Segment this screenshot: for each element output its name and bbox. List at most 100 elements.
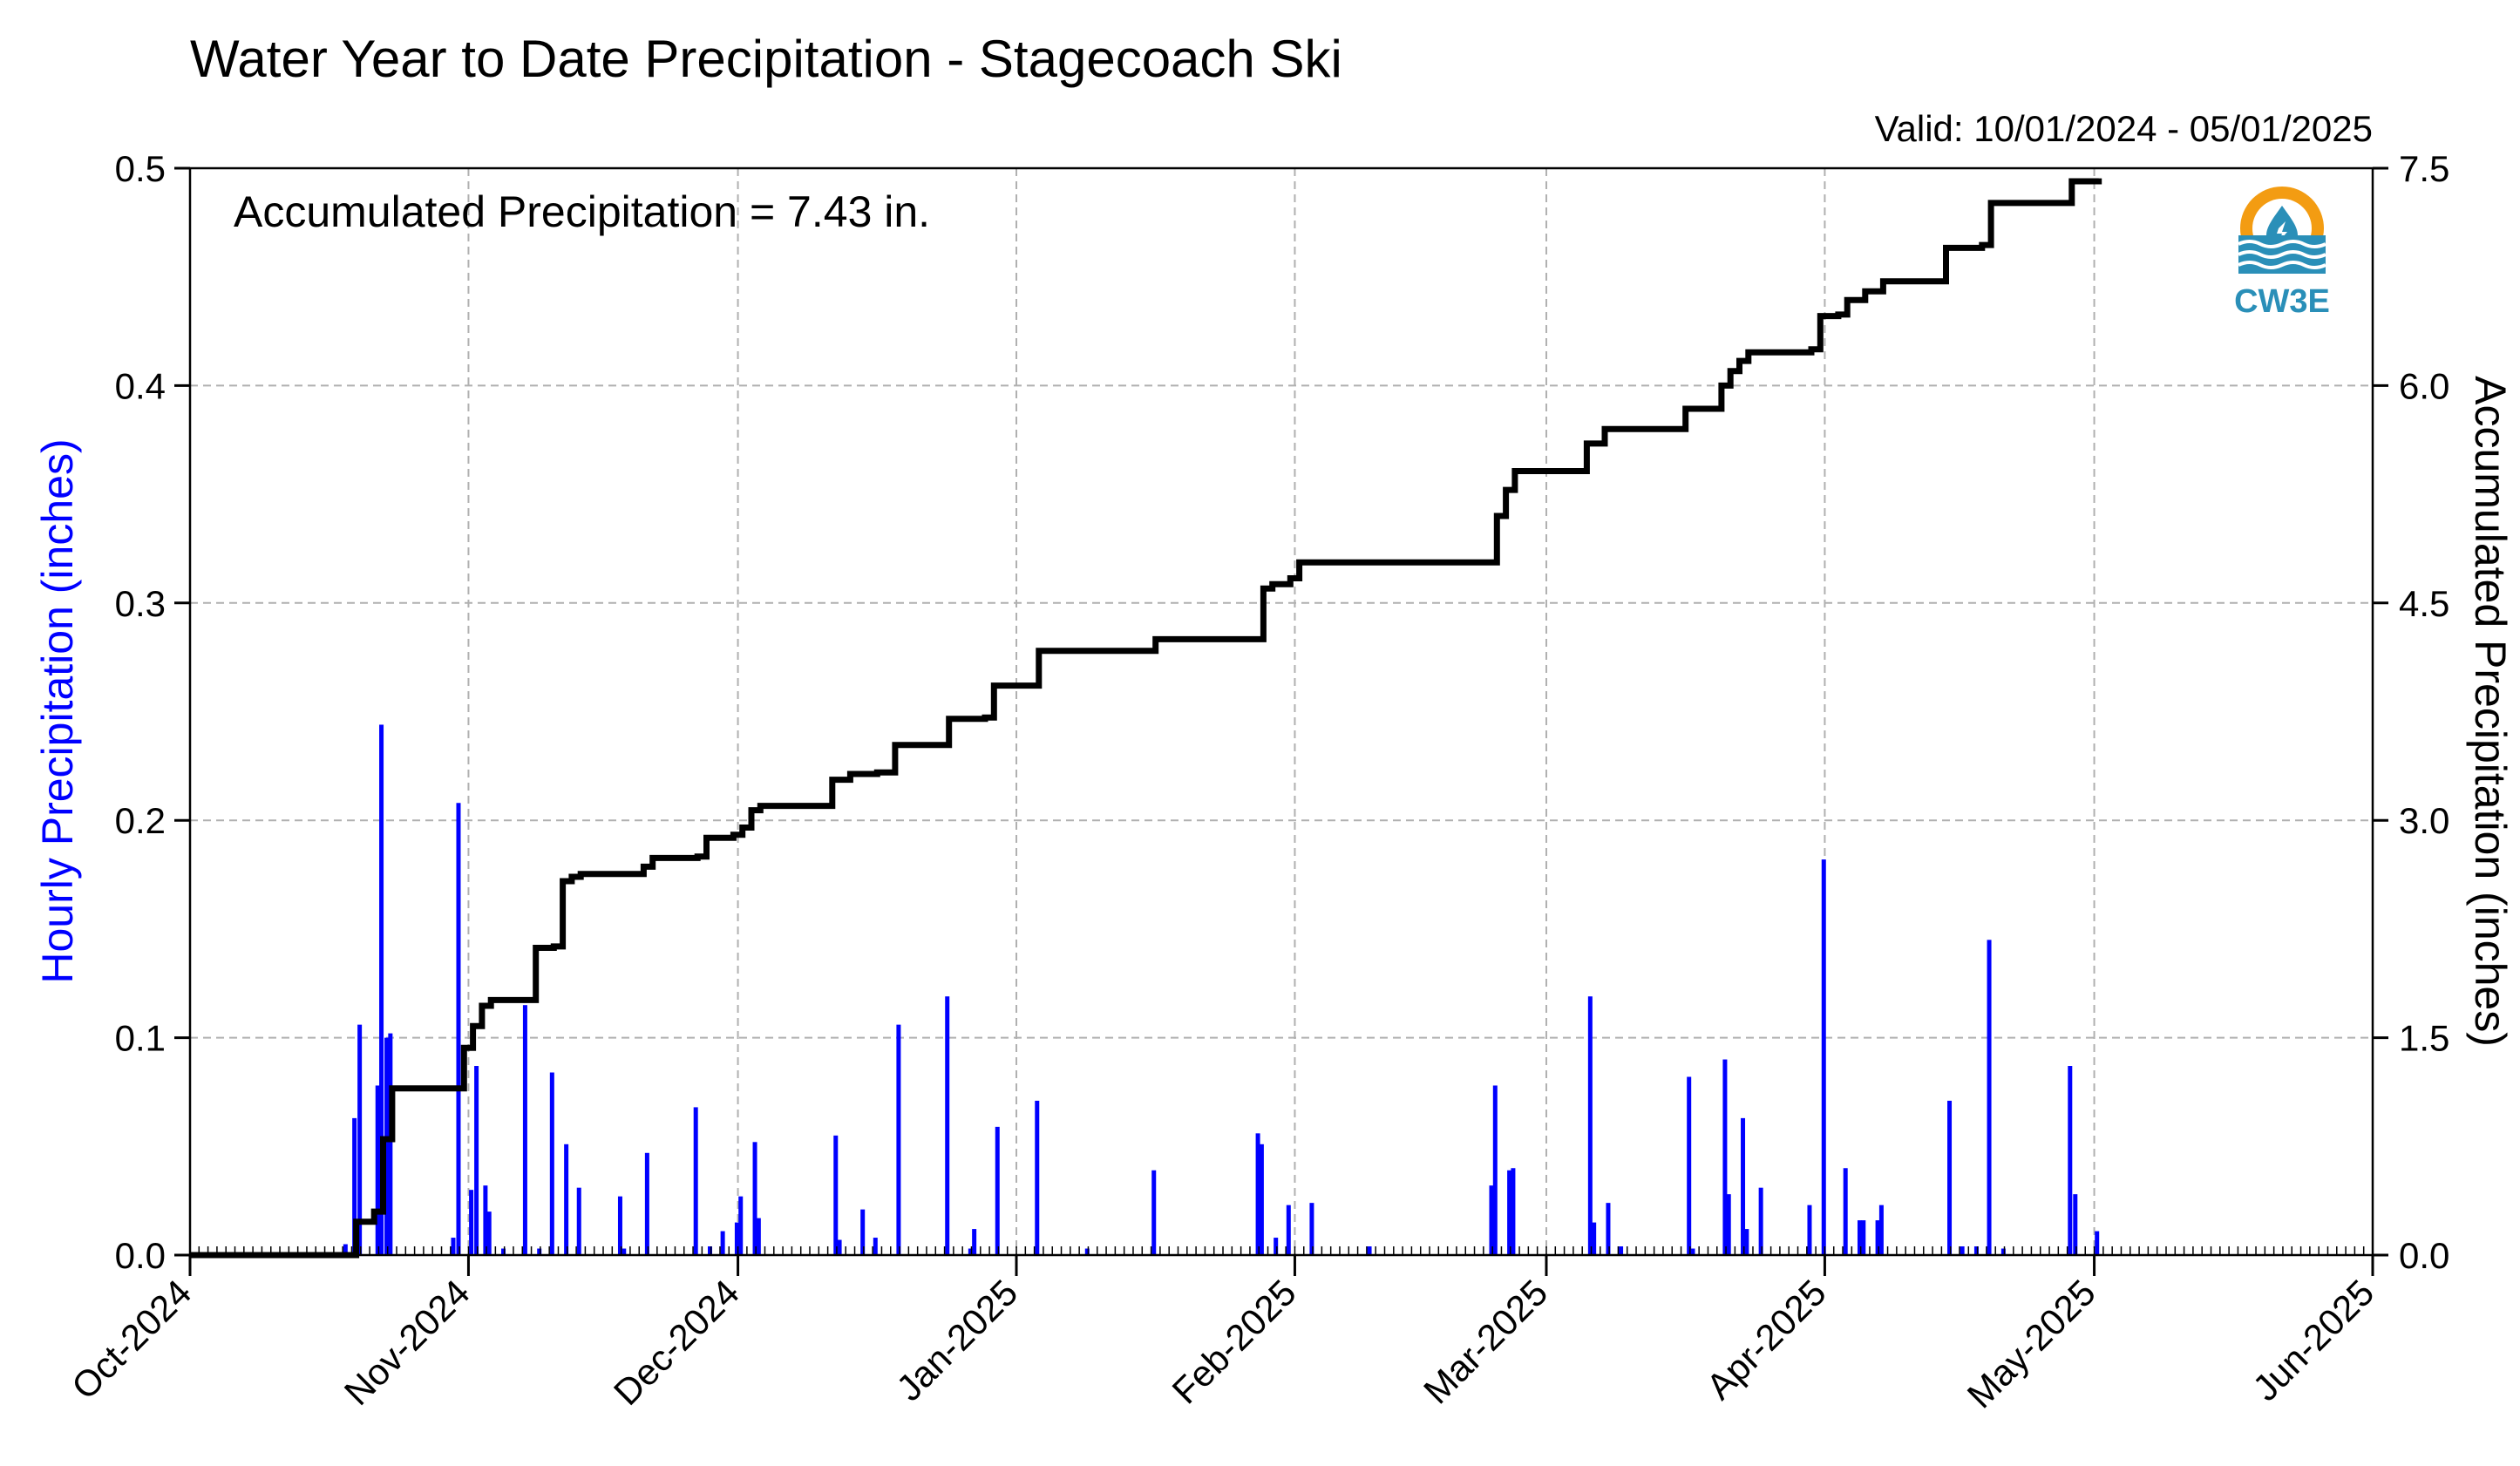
hourly-precip-bar	[1286, 1205, 1291, 1255]
hourly-precip-bar	[1606, 1203, 1611, 1255]
hourly-precip-bar	[1690, 1248, 1695, 1255]
hourly-precip-bar	[622, 1248, 627, 1255]
hourly-precip-bar	[1367, 1246, 1372, 1255]
hourly-precip-bar	[1587, 996, 1593, 1255]
logo-wave-3	[2238, 261, 2326, 269]
hourly-precip-bar	[1857, 1220, 1862, 1255]
hourly-precip-bar	[1878, 1205, 1884, 1255]
hourly-precip-bar	[1741, 1117, 1746, 1255]
hourly-precip-bar	[1821, 859, 1826, 1255]
left-y-axis-label: Hourly Precipitation (inches)	[33, 438, 82, 983]
logo-wave-2	[2238, 250, 2326, 259]
x-tick-label: Mar-2025	[1416, 1272, 1555, 1411]
hourly-precip-bar	[738, 1196, 744, 1255]
hourly-precip-bar	[1492, 1085, 1498, 1255]
logo-text: CW3E	[2234, 283, 2330, 320]
left-y-tick-label: 0.5	[115, 148, 166, 189]
hourly-precip-bar	[474, 1066, 479, 1255]
x-tick-label: Jan-2025	[888, 1272, 1025, 1408]
hourly-precip-bar	[343, 1244, 348, 1255]
left-y-tick-label: 0.4	[115, 365, 166, 406]
x-tick-label: Feb-2025	[1164, 1272, 1303, 1411]
hourly-precip-bar	[1843, 1168, 1848, 1255]
hourly-precip-bar	[756, 1218, 761, 1255]
grid-lines	[190, 168, 2373, 1255]
hourly-precip-bar	[1511, 1168, 1516, 1255]
right-y-axis-ticks: 0.0 1.5 3.0 4.5 6.0 7.5	[2373, 148, 2449, 1276]
hourly-precip-bar	[549, 1072, 554, 1255]
right-y-tick-label: 7.5	[2399, 148, 2449, 189]
hourly-precip-bar	[945, 996, 950, 1255]
hourly-precip-bar	[576, 1187, 581, 1255]
hourly-precip-bar	[1722, 1059, 1728, 1255]
logo-droplet-mark	[2277, 221, 2287, 242]
hourly-precip-bar	[1274, 1238, 1279, 1255]
hourly-precip-bar	[860, 1209, 866, 1255]
hourly-precip-bar	[469, 1190, 474, 1255]
hourly-precip-bar	[2095, 1231, 2100, 1255]
x-tick-label: Jun-2025	[2245, 1272, 2381, 1408]
hourly-precip-bar	[720, 1231, 725, 1255]
x-tick-label: Oct-2024	[64, 1272, 199, 1407]
hourly-precip-bar	[1758, 1187, 1763, 1255]
hourly-precip-bar	[1960, 1246, 1965, 1255]
hourly-precip-bar	[1807, 1205, 1812, 1255]
hourly-precip-bar	[644, 1152, 649, 1255]
hourly-precip-bar	[1687, 1076, 1692, 1255]
right-y-tick-label: 4.5	[2399, 583, 2449, 624]
hourly-precip-bar	[1875, 1220, 1880, 1255]
hourly-precip-bar	[1084, 1248, 1090, 1255]
hourly-precip-bar	[1987, 940, 1992, 1255]
hourly-precip-bar	[388, 1033, 393, 1255]
hourly-precip-bar	[456, 803, 461, 1255]
hourly-precip-bar	[2073, 1194, 2078, 1255]
hourly-precip-bar	[501, 1248, 506, 1255]
hourly-precip-bar	[968, 1248, 973, 1255]
hourly-precip-bar	[1151, 1170, 1157, 1255]
accumulated-precipitation-line	[190, 178, 2102, 1259]
hourly-precip-bar	[995, 1126, 1000, 1255]
hourly-precipitation-bars	[343, 724, 2100, 1255]
right-y-tick-label: 3.0	[2399, 800, 2449, 841]
hourly-precip-bar	[1744, 1229, 1749, 1255]
chart-title: Water Year to Date Precipitation - Stage…	[190, 30, 1342, 88]
hourly-precip-bar	[1947, 1100, 1953, 1255]
hourly-precip-bar	[379, 724, 384, 1255]
hourly-precip-bar	[896, 1024, 901, 1255]
accumulated-annotation: Accumulated Precipitation = 7.43 in.	[234, 187, 930, 236]
hourly-precip-bar	[1973, 1246, 1979, 1255]
hourly-precip-bar	[2000, 1248, 2006, 1255]
right-y-tick-label: 1.5	[2399, 1018, 2449, 1059]
hourly-precip-bar	[537, 1248, 542, 1255]
hourly-precip-bar	[708, 1246, 713, 1255]
left-y-tick-label: 0.1	[115, 1018, 166, 1059]
left-y-tick-label: 0.3	[115, 583, 166, 624]
left-y-tick-label: 0.2	[115, 800, 166, 841]
hourly-precip-bar	[833, 1135, 839, 1255]
x-tick-label: Dec-2024	[606, 1272, 747, 1413]
hourly-precip-bar	[873, 1238, 878, 1255]
hourly-precip-bar	[1259, 1144, 1264, 1255]
hourly-precip-bar	[483, 1185, 488, 1255]
hourly-precip-bar	[837, 1239, 842, 1255]
hourly-precip-bar	[1619, 1246, 1624, 1255]
right-y-tick-label: 0.0	[2399, 1235, 2449, 1276]
right-y-axis-label: Accumulated Precipitation (inches)	[2466, 376, 2515, 1047]
hourly-precip-bar	[522, 1005, 527, 1255]
hourly-precip-bar	[617, 1196, 622, 1255]
hourly-precip-bar	[693, 1107, 698, 1255]
hourly-precip-bar	[2068, 1066, 2073, 1255]
minor-ticks	[189, 1246, 2374, 1255]
right-y-tick-label: 6.0	[2399, 365, 2449, 406]
cw3e-logo: CW3E	[2234, 187, 2330, 320]
hourly-precip-bar	[1861, 1220, 1866, 1255]
hourly-precip-bar	[1592, 1222, 1597, 1255]
hourly-precip-bar	[1726, 1194, 1731, 1255]
x-tick-label: May-2025	[1960, 1272, 2103, 1415]
left-y-tick-label: 0.0	[115, 1235, 166, 1276]
hourly-precip-bar	[752, 1142, 757, 1255]
hourly-precip-bar	[1489, 1185, 1494, 1255]
hourly-precip-bar	[1309, 1203, 1314, 1255]
x-tick-label: Apr-2025	[1698, 1272, 1833, 1407]
